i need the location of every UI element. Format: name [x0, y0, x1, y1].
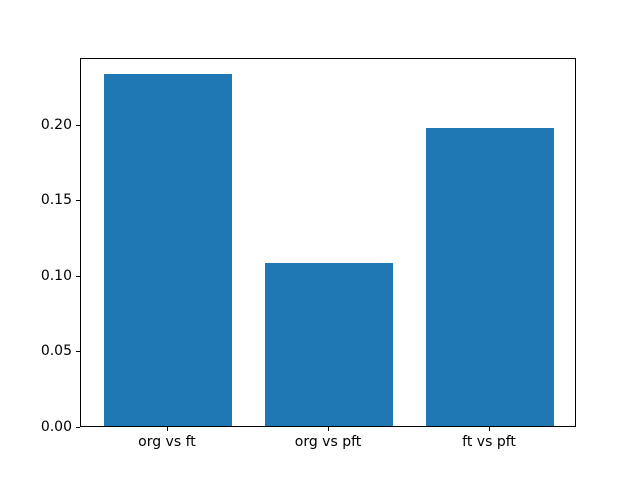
- y-tick-mark: [76, 427, 80, 428]
- bar-org-vs-ft: [103, 73, 233, 426]
- x-tick-mark: [328, 427, 329, 431]
- y-tick-label: 0.15: [40, 192, 72, 209]
- y-tick-label: 0.05: [40, 343, 72, 360]
- y-tick-mark: [76, 351, 80, 352]
- x-tick-label: ft vs pft: [462, 434, 516, 450]
- x-tick-label: org vs pft: [294, 434, 362, 450]
- x-tick-mark: [489, 427, 490, 431]
- y-tick-mark: [76, 200, 80, 201]
- y-tick-label: 0.20: [40, 116, 72, 133]
- bar-ft-vs-pft: [425, 128, 555, 426]
- x-tick-mark: [167, 427, 168, 431]
- y-tick-label: 0.00: [40, 419, 72, 435]
- bar-org-vs-pft: [264, 262, 394, 426]
- y-tick-mark: [76, 125, 80, 126]
- y-tick-mark: [76, 276, 80, 277]
- y-tick-label: 0.10: [40, 267, 72, 284]
- x-tick-label: org vs ft: [138, 434, 196, 450]
- plot-area: [80, 58, 576, 427]
